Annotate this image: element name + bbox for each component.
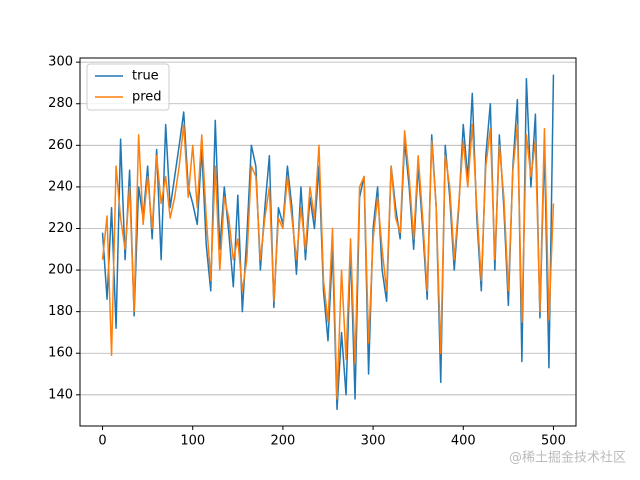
series-line xyxy=(101,123,555,400)
series-line xyxy=(101,74,555,411)
watermark: @稀土掘金技术社区 xyxy=(509,450,626,466)
x-tick-label: 400 xyxy=(451,434,476,449)
y-tick-label: 200 xyxy=(48,263,73,278)
y-tick-label: 140 xyxy=(48,387,73,402)
y-tick-label: 300 xyxy=(48,55,73,70)
x-tick-label: 500 xyxy=(541,434,566,449)
axes-frame xyxy=(79,57,577,427)
x-tick-label: 300 xyxy=(361,434,386,449)
x-tick-label: 100 xyxy=(180,434,205,449)
y-tick-label: 160 xyxy=(48,346,73,361)
legend-label: true xyxy=(132,69,159,84)
y-tick-label: 240 xyxy=(48,179,73,194)
x-tick-label: 200 xyxy=(270,434,295,449)
y-tick-label: 180 xyxy=(48,304,73,319)
x-tick-label: 0 xyxy=(98,434,106,449)
legend-label: pred xyxy=(132,90,162,105)
y-tick-label: 280 xyxy=(48,96,73,111)
y-tick-label: 220 xyxy=(48,221,73,236)
y-tick-label: 260 xyxy=(48,138,73,153)
